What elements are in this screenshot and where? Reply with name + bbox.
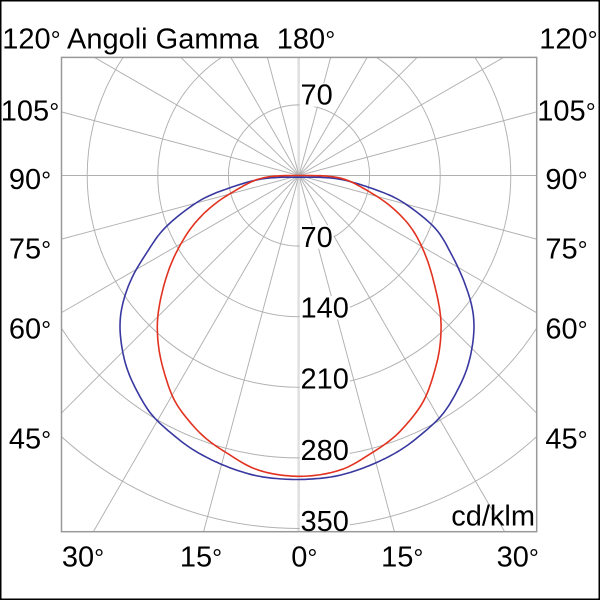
svg-text:30°: 30°	[62, 541, 104, 573]
svg-text:30°: 30°	[497, 541, 539, 573]
svg-text:45°: 45°	[545, 423, 587, 455]
svg-text:180°: 180°	[277, 24, 335, 56]
svg-text:210: 210	[301, 363, 349, 395]
svg-text:70: 70	[301, 80, 333, 112]
svg-text:70: 70	[301, 222, 333, 254]
svg-text:105°: 105°	[1, 95, 59, 127]
svg-text:90°: 90°	[545, 164, 587, 196]
svg-text:0°: 0°	[291, 541, 317, 573]
svg-text:Angoli Gamma: Angoli Gamma	[67, 24, 260, 56]
svg-text:280: 280	[301, 435, 349, 467]
svg-text:cd/klm: cd/klm	[451, 501, 535, 533]
svg-text:15°: 15°	[381, 541, 423, 573]
svg-text:140: 140	[301, 293, 349, 325]
svg-text:120°: 120°	[2, 24, 60, 56]
svg-text:60°: 60°	[9, 314, 51, 346]
svg-text:15°: 15°	[180, 541, 222, 573]
svg-text:105°: 105°	[537, 95, 595, 127]
svg-text:45°: 45°	[9, 423, 51, 455]
svg-text:120°: 120°	[539, 24, 597, 56]
svg-text:350: 350	[301, 506, 349, 538]
svg-text:60°: 60°	[545, 314, 587, 346]
svg-text:90°: 90°	[9, 164, 51, 196]
svg-text:75°: 75°	[9, 233, 51, 265]
svg-text:75°: 75°	[545, 233, 587, 265]
